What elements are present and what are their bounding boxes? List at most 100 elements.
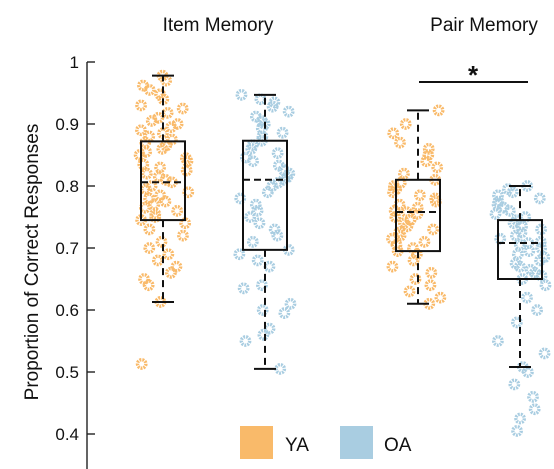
data-point (173, 120, 181, 128)
data-point (516, 262, 524, 270)
data-point (530, 405, 538, 413)
legend: YA OA (240, 426, 412, 459)
box-oa-item (235, 91, 295, 373)
data-point (145, 86, 153, 94)
data-point (256, 95, 264, 103)
data-point (427, 269, 435, 277)
data-point (144, 281, 152, 289)
panel-title-pair-memory: Pair Memory (430, 15, 538, 36)
data-point (425, 145, 433, 153)
legend-label-oa: OA (384, 435, 412, 456)
data-point (142, 148, 150, 156)
data-point (524, 368, 532, 376)
data-point (413, 204, 421, 212)
data-point (143, 169, 151, 177)
y-tick-label: 0.7 (55, 239, 79, 258)
data-point (164, 250, 172, 258)
box-ya-pair (388, 106, 445, 308)
y-tick-label: 0.9 (55, 115, 79, 134)
data-point (494, 337, 502, 345)
data-point (145, 244, 153, 252)
significance-star: * (468, 60, 479, 90)
data-point (284, 107, 292, 115)
data-point (434, 106, 442, 114)
data-point (179, 231, 187, 239)
data-point (249, 238, 257, 246)
data-point (433, 163, 441, 171)
data-point (405, 287, 413, 295)
data-point (249, 157, 257, 165)
data-point (154, 114, 162, 122)
legend-label-ya: YA (285, 435, 309, 456)
data-point (525, 247, 533, 255)
data-point (253, 207, 261, 215)
data-point (529, 393, 537, 401)
legend-swatch-ya (240, 426, 273, 459)
data-point (286, 300, 294, 308)
data-point (541, 281, 549, 289)
data-point (268, 102, 276, 110)
data-point (280, 309, 288, 317)
data-point (265, 324, 273, 332)
data-point (396, 138, 404, 146)
data-point (426, 281, 434, 289)
data-point (137, 101, 145, 109)
box-oa-pair (491, 182, 549, 435)
data-point (523, 293, 531, 301)
data-point (237, 91, 245, 99)
data-point (247, 145, 255, 153)
data-point (513, 427, 521, 435)
data-point (265, 262, 273, 270)
y-axis-label: Proportion of Correct Responses (22, 124, 43, 401)
data-point (163, 109, 171, 117)
data-point (145, 194, 153, 202)
box-groups (135, 71, 549, 435)
data-point (179, 104, 187, 112)
data-point (154, 256, 162, 264)
y-tick-label: 0.6 (55, 301, 79, 320)
data-point (173, 207, 181, 215)
data-point (239, 284, 247, 292)
data-point (278, 128, 286, 136)
data-point (389, 129, 397, 137)
data-point (235, 250, 243, 258)
data-point (422, 157, 430, 165)
data-point (161, 197, 169, 205)
data-point (508, 188, 516, 196)
data-point (516, 414, 524, 422)
y-tick-label: 0.4 (55, 425, 79, 444)
data-point (141, 138, 149, 146)
data-point (270, 225, 278, 233)
data-point (491, 210, 499, 218)
data-point (420, 238, 428, 246)
data-point (254, 256, 262, 264)
data-point (137, 360, 145, 368)
data-point (264, 188, 272, 196)
data-point (533, 306, 541, 314)
data-point (156, 191, 164, 199)
data-point (536, 194, 544, 202)
data-point (241, 337, 249, 345)
data-point (273, 149, 281, 157)
data-point (182, 166, 190, 174)
data-point (157, 238, 165, 246)
data-point (518, 222, 526, 230)
data-point (416, 191, 424, 199)
data-point (145, 225, 153, 233)
data-point (141, 204, 149, 212)
box-ya-item (135, 71, 192, 368)
y-tick-label: 0.8 (55, 177, 79, 196)
y-tick-label: 1 (70, 53, 79, 72)
data-point (400, 169, 408, 177)
data-point (506, 207, 514, 215)
data-point (137, 126, 145, 134)
data-point (276, 365, 284, 373)
data-point (402, 120, 410, 128)
data-point (388, 262, 396, 270)
panel-title-item-memory: Item Memory (163, 15, 274, 36)
data-point (255, 219, 263, 227)
data-point (273, 231, 281, 239)
data-point (436, 293, 444, 301)
data-point (150, 200, 158, 208)
